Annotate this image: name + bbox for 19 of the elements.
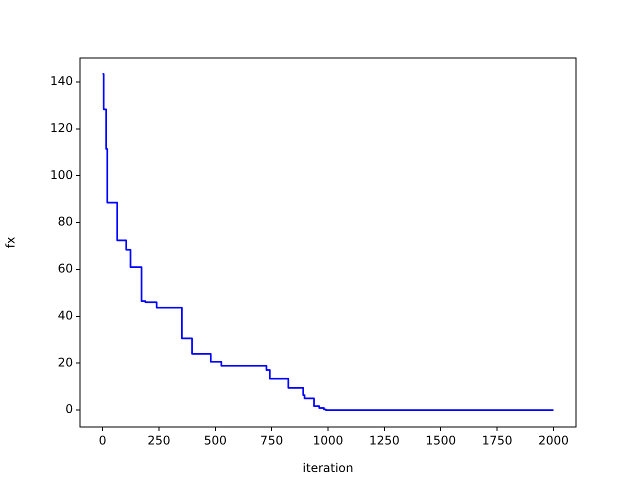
y-tick-label: 100 <box>50 168 73 182</box>
x-tick-label: 1250 <box>369 433 400 448</box>
y-tick-label: 80 <box>58 214 73 229</box>
x-tick-label: 0 <box>98 433 106 448</box>
y-tick-label: 140 <box>50 74 73 88</box>
y-tick-label: 60 <box>58 262 73 276</box>
x-tick-label: 750 <box>260 433 284 448</box>
x-axis-title: iteration <box>302 460 354 475</box>
x-tick-label: 250 <box>147 433 170 448</box>
y-tick-label: 40 <box>58 308 73 322</box>
y-tick-label: 20 <box>58 355 73 370</box>
x-tick-label: 2000 <box>538 433 569 448</box>
y-tick-label: 120 <box>50 120 73 135</box>
x-tick-label: 1500 <box>425 433 456 448</box>
y-tick-label: 0 <box>65 402 73 416</box>
y-axis-title: fx <box>3 236 18 248</box>
x-tick-label: 1750 <box>482 433 512 448</box>
x-tick-label: 500 <box>204 433 227 448</box>
x-tick-label: 1000 <box>312 433 344 448</box>
